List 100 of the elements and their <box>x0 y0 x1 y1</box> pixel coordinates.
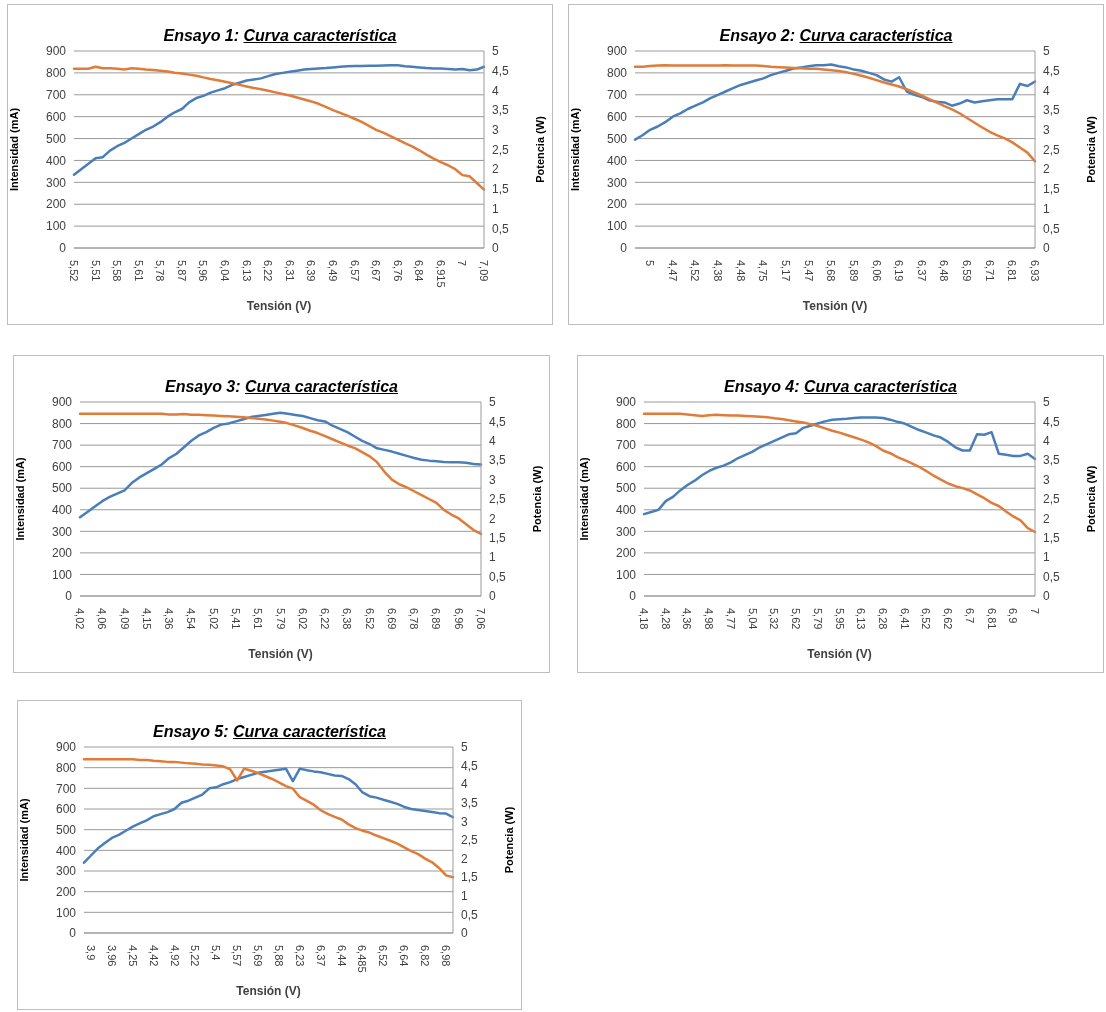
y-tick-label: 0 <box>629 589 637 604</box>
y2-tick-label: 1 <box>492 201 499 216</box>
x-axis-title: Tensión (V) <box>807 647 872 661</box>
x-axis-title: Tensión (V) <box>246 299 312 313</box>
y2-tick-label: 4 <box>461 777 468 792</box>
y-tick-label: 600 <box>45 109 67 124</box>
y2-tick-label: 3,5 <box>1043 453 1061 468</box>
x-tick-label: 4,54 <box>185 608 198 630</box>
y2-tick-label: 3 <box>492 123 499 138</box>
x-tick-label: 7 <box>456 260 469 267</box>
y2-tick-label: 2,5 <box>1043 142 1061 157</box>
x-tick-label: 5,88 <box>272 945 285 967</box>
x-tick-label: 5,17 <box>779 260 792 282</box>
y-axis-title: Intensidad (mA) <box>577 457 590 541</box>
y-tick-label: 700 <box>55 781 77 796</box>
y2-tick-label: 2 <box>489 511 496 526</box>
y2-tick-label: 2,5 <box>492 142 510 157</box>
y-axis-title: Intensidad (mA) <box>7 107 20 192</box>
y-tick-label: 400 <box>51 503 73 518</box>
x-tick-label: 7,09 <box>478 260 490 282</box>
y-tick-label: 700 <box>615 438 637 453</box>
y2-tick-label: 0 <box>1043 241 1050 256</box>
x-tick-label: 4,75 <box>757 260 770 282</box>
y-tick-label: 800 <box>606 66 628 81</box>
x-tick-label: 6,96 <box>452 608 465 630</box>
y-axis-title: Intensidad (mA) <box>17 798 30 882</box>
x-tick-label: 6,71 <box>983 260 996 282</box>
x-tick-label: 5,79 <box>811 608 824 630</box>
x-tick-label: 7 <box>1029 608 1041 615</box>
y2-tick-label: 1,5 <box>489 531 507 546</box>
y2-axis-title: Potencia (W) <box>530 465 543 533</box>
chart-title: Ensayo 5: Curva característica <box>152 723 387 741</box>
y2-tick-label: 5 <box>461 740 468 755</box>
x-tick-label: 6,915 <box>434 260 447 288</box>
y2-tick-label: 3,5 <box>1043 103 1061 118</box>
y-tick-label: 600 <box>55 802 77 817</box>
x-tick-label: 4,18 <box>638 608 650 630</box>
y2-axis-title: Potencia (W) <box>533 115 546 183</box>
y2-tick-label: 1,5 <box>461 870 479 885</box>
y2-axis-title: Potencia (W) <box>1084 465 1097 533</box>
y-tick-label: 900 <box>45 44 67 59</box>
y2-tick-label: 2 <box>461 851 468 866</box>
chart-title: Ensayo 1: Curva característica <box>162 27 398 45</box>
y2-tick-label: 3 <box>1043 123 1050 138</box>
y-tick-label: 700 <box>51 438 73 453</box>
x-tick-label: 4,47 <box>666 260 679 282</box>
x-tick-label: 6,52 <box>920 608 933 630</box>
line-series <box>82 767 455 864</box>
x-tick-label: 6,57 <box>348 260 361 282</box>
y2-tick-label: 1 <box>1043 550 1050 565</box>
y-tick-label: 100 <box>51 567 73 582</box>
x-tick-label: 6,23 <box>293 945 306 967</box>
x-tick-label: 5,89 <box>847 260 860 282</box>
x-tick-label: 4,48 <box>734 260 747 282</box>
x-tick-label: 6,06 <box>870 260 883 282</box>
y2-tick-label: 1,5 <box>1043 182 1061 197</box>
x-tick-label: 6,76 <box>391 260 404 282</box>
line-series <box>82 758 455 879</box>
x-tick-label: 5,69 <box>252 945 265 967</box>
x-tick-label: 5,95 <box>833 608 846 630</box>
x-tick-label: 5,57 <box>231 945 244 967</box>
y-tick-label: 900 <box>55 740 77 755</box>
x-axis-title: Tensión (V) <box>236 984 301 998</box>
y-tick-label: 200 <box>45 197 67 212</box>
y-axis-title: Intensidad (mA) <box>568 107 581 192</box>
y-tick-label: 200 <box>615 546 637 561</box>
line-series <box>642 412 1037 534</box>
x-tick-label: 4,25 <box>126 945 139 967</box>
x-tick-label: 6,13 <box>240 260 253 282</box>
y2-tick-label: 1 <box>1043 201 1050 216</box>
y-tick-label: 300 <box>615 524 637 539</box>
x-tick-label: 6,13 <box>855 608 868 630</box>
y2-tick-label: 3,5 <box>492 103 510 118</box>
x-tick-label: 6,81 <box>985 608 998 630</box>
x-tick-label: 6,02 <box>296 608 309 630</box>
y2-tick-label: 0 <box>492 241 499 256</box>
y-tick-label: 100 <box>55 905 77 920</box>
y-tick-label: 800 <box>51 416 73 431</box>
x-tick-label: 5,62 <box>790 608 803 630</box>
x-tick-label: 5,32 <box>768 608 781 630</box>
x-tick-label: 5,51 <box>89 260 102 282</box>
y2-tick-label: 3 <box>489 472 496 487</box>
y-tick-label: 500 <box>55 822 77 837</box>
x-tick-label: 6,49 <box>326 260 339 282</box>
y-tick-label: 200 <box>51 546 73 561</box>
y2-tick-label: 3 <box>461 814 468 829</box>
y-tick-label: 0 <box>59 241 67 256</box>
x-tick-label: 5,96 <box>197 260 210 282</box>
y-axis-title: Intensidad (mA) <box>13 457 26 541</box>
line-series <box>633 63 1037 141</box>
y2-tick-label: 3 <box>1043 472 1050 487</box>
x-tick-label: 5,78 <box>154 260 167 282</box>
y2-tick-label: 1,5 <box>1043 531 1061 546</box>
line-series <box>633 63 1037 163</box>
y2-tick-label: 0 <box>1043 589 1050 604</box>
x-tick-label: 5,02 <box>207 608 220 630</box>
y-tick-label: 300 <box>45 175 67 190</box>
y2-axis-title: Potencia (W) <box>502 806 515 874</box>
y2-tick-label: 4 <box>492 83 499 98</box>
y-tick-label: 500 <box>615 481 637 496</box>
